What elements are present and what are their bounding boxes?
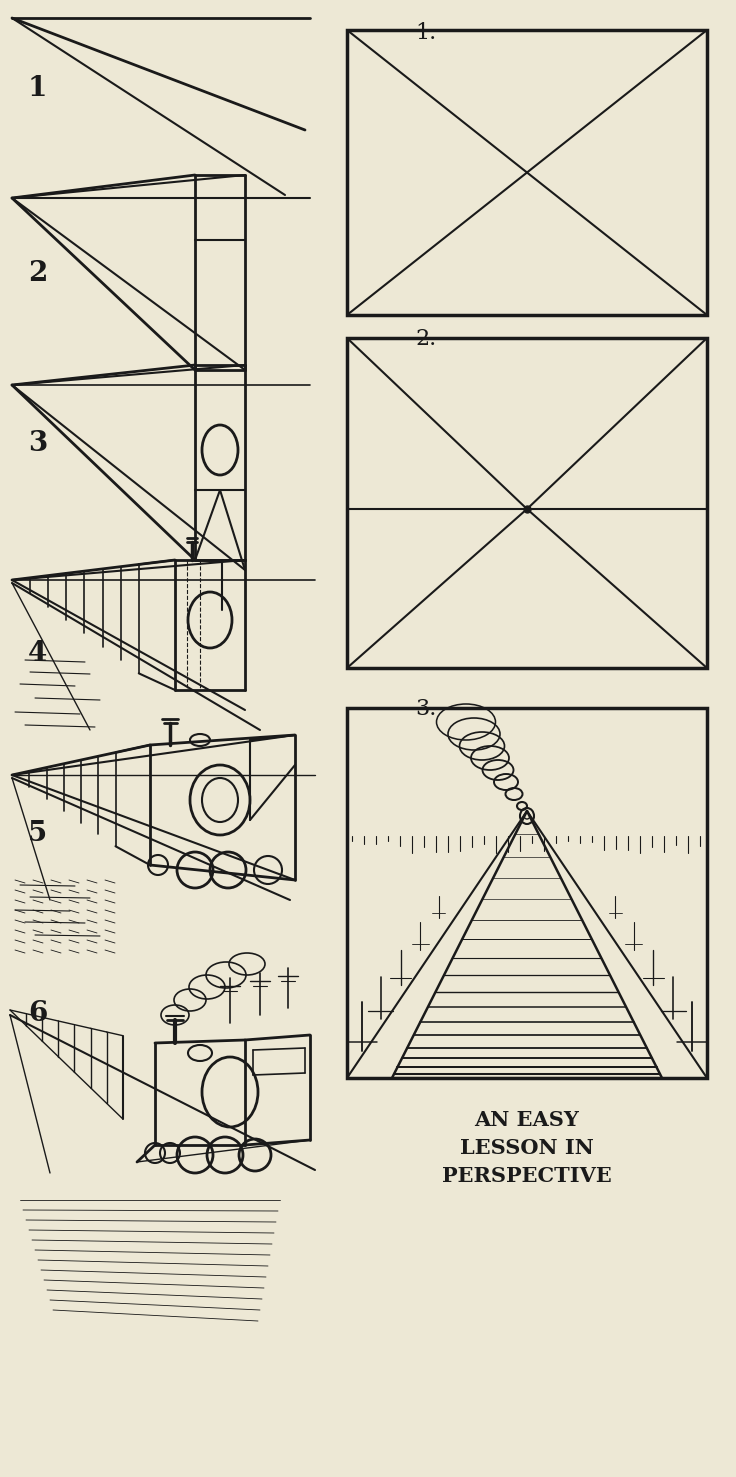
Text: PERSPECTIVE: PERSPECTIVE [442,1165,612,1186]
Text: AN EASY: AN EASY [475,1111,579,1130]
Text: LESSON IN: LESSON IN [460,1137,594,1158]
Text: 3: 3 [28,430,47,456]
Bar [347,707,707,1078]
Text: 5: 5 [28,820,47,846]
Text: 1.: 1. [415,22,436,44]
Bar [347,338,707,668]
Text: 3.: 3. [415,699,436,719]
Text: 1: 1 [28,75,47,102]
Text: 2.: 2. [415,328,436,350]
Text: 6: 6 [28,1000,47,1027]
Text: 2: 2 [28,260,47,287]
Text: 4: 4 [28,640,47,668]
Bar [347,30,707,315]
